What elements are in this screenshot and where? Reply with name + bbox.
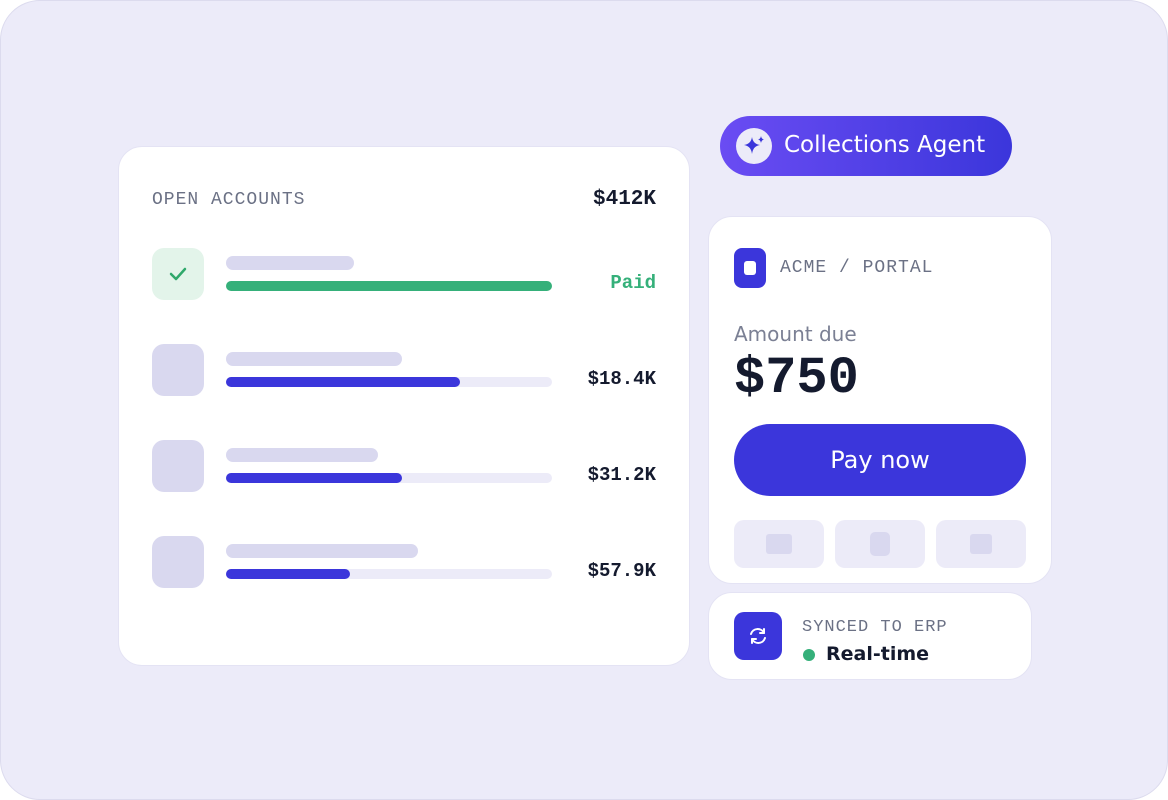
placeholder <box>226 256 354 270</box>
row-label: $31.2K <box>587 464 656 486</box>
status-dot <box>803 649 815 661</box>
sync-icon <box>734 612 782 660</box>
check <box>169 267 187 281</box>
progress <box>226 377 460 387</box>
row-icon <box>152 344 204 396</box>
agent-pill: Collections Agent <box>720 116 1012 176</box>
row-label: $18.4K <box>587 368 656 390</box>
placeholder <box>226 448 378 462</box>
row-icon <box>152 536 204 588</box>
amount: $750 <box>734 349 859 408</box>
progress <box>226 281 552 291</box>
accounts-total: $412K <box>592 188 656 211</box>
placeholder <box>226 352 402 366</box>
agent-label: Collections Agent <box>784 132 986 158</box>
portal-icon <box>734 248 766 288</box>
amount-label: Amount due <box>734 322 857 346</box>
portal-name: ACME / PORTAL <box>780 258 934 278</box>
placeholder <box>226 544 418 558</box>
sync-title: SYNCED TO ERP <box>802 618 948 637</box>
row-label: Paid <box>610 272 656 294</box>
payment-option[interactable] <box>734 520 824 568</box>
row-icon <box>152 440 204 492</box>
progress <box>226 569 350 579</box>
accounts-title: OPEN ACCOUNTS <box>152 190 306 210</box>
paid-icon <box>152 248 204 300</box>
accounts-card <box>118 146 690 666</box>
pay-button[interactable]: Pay now <box>734 424 1026 496</box>
progress-track <box>226 569 552 579</box>
payment-option[interactable] <box>835 520 925 568</box>
progress <box>226 473 402 483</box>
payment-option[interactable] <box>936 520 1026 568</box>
sparkle-icon <box>736 128 772 164</box>
sync-status: Real-time <box>826 643 930 665</box>
row-label: $57.9K <box>587 560 656 582</box>
